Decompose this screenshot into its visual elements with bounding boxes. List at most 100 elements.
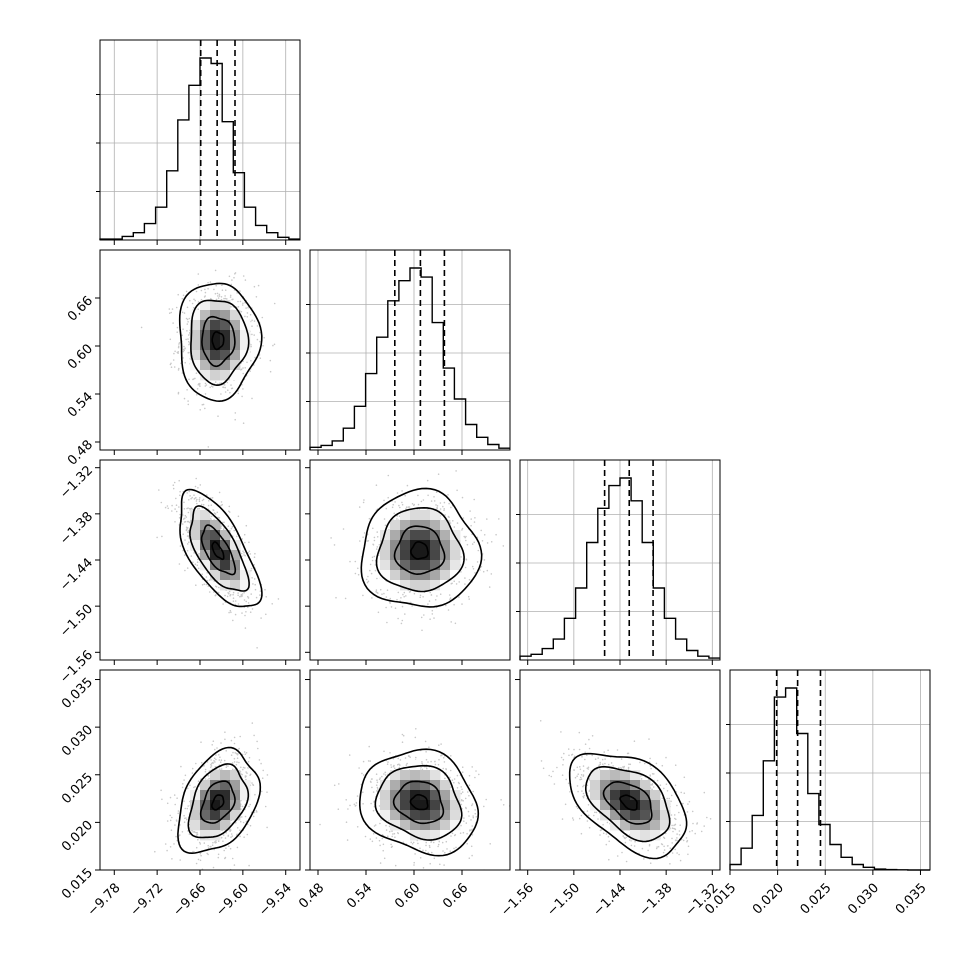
density-cell xyxy=(230,770,241,781)
density-cell xyxy=(420,560,431,571)
density-cell xyxy=(220,540,231,551)
density-cell xyxy=(430,580,441,591)
density-cell xyxy=(440,560,451,571)
density-cell xyxy=(200,780,211,791)
density-cell xyxy=(440,520,451,531)
density-cell xyxy=(420,770,431,781)
density-cell xyxy=(390,820,401,831)
density-cell xyxy=(200,810,211,821)
density-cell xyxy=(200,340,211,351)
contour-line xyxy=(375,506,465,593)
density-cell xyxy=(640,810,651,821)
density-layer xyxy=(100,40,930,870)
density-cell xyxy=(420,820,431,831)
contour-line xyxy=(201,315,236,368)
density-cell xyxy=(390,530,401,541)
density-cell xyxy=(230,550,241,561)
density-cell xyxy=(220,790,231,801)
density-cell xyxy=(450,820,461,831)
density-cell xyxy=(610,780,621,791)
contour-line xyxy=(410,541,429,560)
density-cell xyxy=(200,800,211,811)
panel-frame-3-3 xyxy=(729,669,931,871)
density-cell xyxy=(660,820,671,831)
density-cell xyxy=(640,790,651,801)
contour-line xyxy=(178,282,263,403)
density-cell xyxy=(230,810,241,821)
density-cell xyxy=(600,780,611,791)
density-cell xyxy=(630,830,641,841)
density-cell xyxy=(380,530,391,541)
density-cell xyxy=(650,800,661,811)
density-cell xyxy=(450,800,461,811)
density-cell xyxy=(240,330,251,341)
density-cell xyxy=(660,810,671,821)
density-cell xyxy=(210,370,221,381)
density-cell xyxy=(230,800,241,811)
density-cell xyxy=(420,510,431,521)
density-cell xyxy=(210,830,221,841)
density-cell xyxy=(210,540,221,551)
x-tick-label: −1.56 xyxy=(498,881,537,920)
density-cell xyxy=(430,560,441,571)
density-cell xyxy=(220,820,231,831)
contour-line xyxy=(177,746,262,855)
density-cell xyxy=(200,320,211,331)
density-cell xyxy=(400,830,411,841)
contour-line xyxy=(359,748,480,857)
density-cell xyxy=(420,550,431,561)
density-cell xyxy=(630,780,641,791)
density-cell xyxy=(210,310,221,321)
density-cell xyxy=(390,770,401,781)
x-tick-label: −1.38 xyxy=(637,881,676,920)
density-cell xyxy=(440,780,451,791)
contour-line xyxy=(187,763,250,839)
density-cell xyxy=(190,820,201,831)
density-cell xyxy=(430,530,441,541)
frame-layer xyxy=(95,39,931,875)
density-cell xyxy=(240,560,251,571)
contour-line xyxy=(602,780,653,825)
density-cell xyxy=(410,540,421,551)
density-cell xyxy=(430,830,441,841)
density-cell xyxy=(210,520,221,531)
density-cell xyxy=(610,790,621,801)
density-cell xyxy=(210,300,221,311)
density-cell xyxy=(410,560,421,571)
density-cell xyxy=(620,770,631,781)
density-cell xyxy=(380,540,391,551)
density-cell xyxy=(230,580,241,591)
y-tick-label: 0.60 xyxy=(65,341,96,372)
histogram-2 xyxy=(519,477,720,660)
density-cell xyxy=(640,780,651,791)
density-cell xyxy=(650,810,661,821)
density-cell xyxy=(230,360,241,371)
density-cell xyxy=(610,800,621,811)
density-cell xyxy=(400,550,411,561)
density-cell xyxy=(210,350,221,361)
density-cell xyxy=(230,350,241,361)
density-cell xyxy=(590,780,601,791)
density-cell xyxy=(650,790,661,801)
density-cell xyxy=(390,570,401,581)
density-cell xyxy=(220,340,231,351)
x-tick-label: 0.035 xyxy=(893,881,930,918)
density-cell xyxy=(190,810,201,821)
density-cell xyxy=(190,350,201,361)
density-cell xyxy=(420,830,431,841)
density-cell xyxy=(660,800,671,811)
density-cell xyxy=(610,770,621,781)
density-cell xyxy=(450,550,461,561)
density-cell xyxy=(220,330,231,341)
y-tick-label: −1.44 xyxy=(57,555,96,594)
density-cell xyxy=(200,820,211,831)
density-cell xyxy=(440,540,451,551)
density-cell xyxy=(410,800,421,811)
density-cell xyxy=(390,810,401,821)
density-cell xyxy=(380,780,391,791)
density-cell xyxy=(200,520,211,531)
density-cell xyxy=(190,330,201,341)
density-cell xyxy=(230,570,241,581)
contour-line xyxy=(199,780,236,824)
